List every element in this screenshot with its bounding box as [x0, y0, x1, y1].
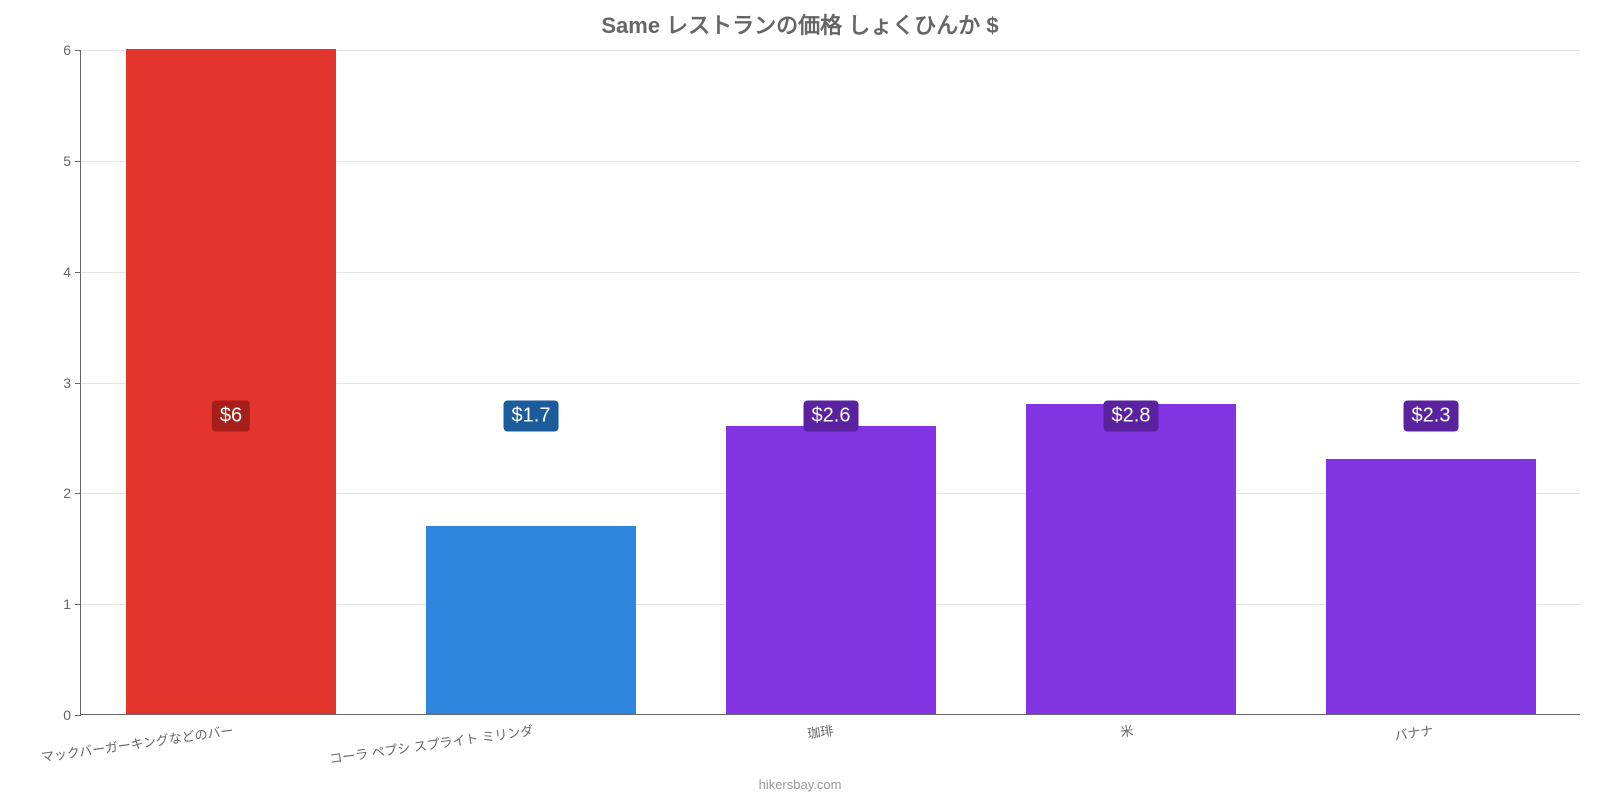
bar-value-label: $2.8: [1104, 400, 1159, 431]
ytick-label: 5: [63, 153, 81, 169]
ytick-label: 0: [63, 707, 81, 723]
bar-value-label: $6: [212, 400, 250, 431]
bar-value-label: $2.3: [1404, 400, 1459, 431]
xtick-label: コーラ ペプシ スプライト ミリンダ: [327, 714, 534, 767]
chart-attribution: hikersbay.com: [0, 777, 1600, 792]
ytick-label: 1: [63, 596, 81, 612]
xtick-label: 米: [1118, 714, 1134, 741]
bar: [126, 49, 336, 714]
bar-value-label: $2.6: [804, 400, 859, 431]
plot-area: 0123456$6マックバーガーキングなどのバー$1.7コーラ ペプシ スプライ…: [80, 50, 1580, 715]
bar: [1326, 459, 1536, 714]
ytick-label: 4: [63, 264, 81, 280]
xtick-label: 珈琲: [805, 714, 834, 742]
bar: [426, 526, 636, 714]
ytick-label: 3: [63, 375, 81, 391]
price-bar-chart: Same レストランの価格 しょくひんか $ 0123456$6マックバーガーキ…: [0, 0, 1600, 800]
bar: [726, 426, 936, 714]
bar-value-label: $1.7: [504, 400, 559, 431]
ytick-label: 6: [63, 42, 81, 58]
chart-title: Same レストランの価格 しょくひんか $: [0, 8, 1600, 40]
xtick-label: バナナ: [1392, 714, 1434, 744]
bar: [1026, 404, 1236, 714]
ytick-label: 2: [63, 485, 81, 501]
